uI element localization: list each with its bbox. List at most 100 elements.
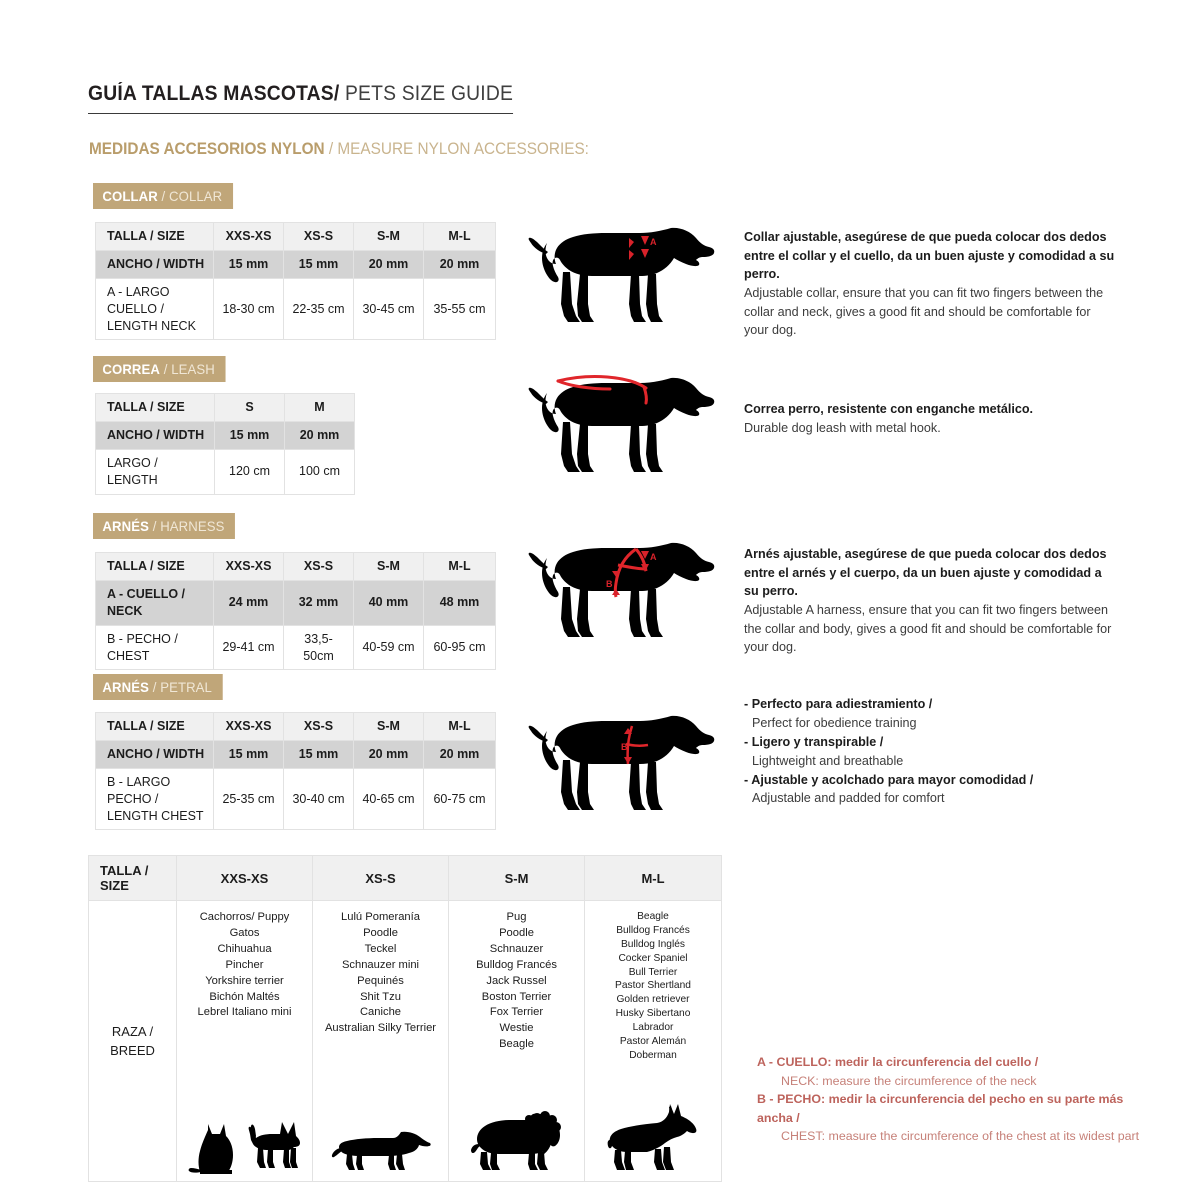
breed-name: Lebrel Italiano mini bbox=[197, 1006, 292, 1019]
breed-list-s-m: Pug Poodle Schnauzer Bulldog Francés Jac… bbox=[452, 910, 581, 1053]
table-header-row: TALLA / SIZE S M bbox=[95, 393, 355, 422]
legend-chest-es: B - PECHO: medir la circunferencia del p… bbox=[757, 1092, 1124, 1125]
breed-row-label-line2: BREED bbox=[110, 1043, 155, 1058]
badge-label-es: CORREA bbox=[102, 361, 161, 377]
table-header-row: TALLA / SIZE XXS-XS XS-S S-M M-L bbox=[95, 712, 496, 741]
breed-col-header-m-l: M-L bbox=[584, 855, 722, 901]
silhouette-cell-s-m bbox=[448, 1100, 585, 1182]
breed-name: Fox Terrier bbox=[489, 1006, 544, 1019]
leash-strap-marker bbox=[556, 375, 648, 405]
breed-name: Golden retriever bbox=[616, 994, 690, 1006]
dog-collar-silhouette: A bbox=[528, 212, 718, 332]
legend-neck-es: A - CUELLO: medir la circunferencia del … bbox=[757, 1055, 1039, 1069]
section-badge-leash: CORREA / LEASH bbox=[93, 356, 226, 382]
col-header-xs-s: XS-S bbox=[283, 222, 354, 251]
leash-description-en: Durable dog leash with metal hook. bbox=[744, 420, 941, 435]
cell-chest-m-l: 60-75 cm bbox=[423, 767, 496, 831]
list-item: - Perfecto para adiestramiento / Perfect… bbox=[744, 695, 1124, 733]
cell-width-xxs-xs: 15 mm bbox=[213, 249, 284, 279]
page-title-es: GUÍA TALLAS MASCOTAS/ bbox=[88, 82, 340, 105]
table-row: LARGO / LENGTH 120 cm 100 cm bbox=[95, 448, 355, 495]
breed-col-header-xs-s: XS-S bbox=[312, 855, 449, 901]
breed-name: Beagle bbox=[637, 911, 669, 922]
harness-description: Arnés ajustable, asegúrese de que pueda … bbox=[744, 545, 1116, 657]
badge-label-en: / LEASH bbox=[160, 361, 215, 377]
cat-silhouette bbox=[188, 1124, 233, 1174]
page-title: GUÍA TALLAS MASCOTAS/ PETS SIZE GUIDE bbox=[88, 82, 514, 114]
col-header-s-m: S-M bbox=[353, 712, 424, 741]
table-row: B - LARGO PECHO / LENGTH CHEST 25-35 cm … bbox=[95, 767, 496, 831]
schnauzer-silhouette bbox=[470, 1111, 561, 1170]
table-row: B - PECHO / CHEST 29-41 cm 33,5-50cm 40-… bbox=[95, 624, 496, 671]
cell-length-s: 120 cm bbox=[214, 448, 285, 495]
collar-description: Collar ajustable, asegúrese de que pueda… bbox=[744, 228, 1116, 340]
col-header-s: S bbox=[214, 393, 285, 422]
dog-petral-silhouette: B bbox=[528, 700, 718, 820]
collar-size-table: TALLA / SIZE XXS-XS XS-S S-M M-L ANCHO /… bbox=[95, 222, 496, 341]
row-label-chest: B - PECHO / CHEST bbox=[95, 624, 214, 671]
breed-name: Jack Russel bbox=[486, 974, 547, 987]
table-header-row: TALLA / SIZE XXS-XS XS-S S-M M-L bbox=[95, 552, 496, 581]
col-header-size: TALLA / SIZE bbox=[95, 222, 214, 251]
breed-name: Pincher bbox=[225, 958, 264, 971]
breed-row-label: RAZA / BREED bbox=[88, 900, 177, 1182]
cell-chest-xxs-xs: 29-41 cm bbox=[213, 624, 284, 671]
row-label-length-chest: B - LARGO PECHO / LENGTH CHEST bbox=[95, 767, 214, 831]
breed-name: Teckel bbox=[364, 942, 397, 955]
dachshund-silhouette bbox=[331, 1131, 431, 1170]
breed-table-row: RAZA / BREED Cachorros/ Puppy Gatos Chih… bbox=[88, 900, 722, 1182]
chihuahua-silhouette bbox=[248, 1122, 300, 1168]
cell-width-s-m: 20 mm bbox=[353, 249, 424, 279]
breed-list-xs-s: Lulú Pomeranía Poodle Teckel Schnauzer m… bbox=[316, 910, 445, 1037]
cell-chest-m-l: 60-95 cm bbox=[423, 624, 496, 671]
col-header-xxs-xs: XXS-XS bbox=[213, 552, 284, 581]
harness-description-es: Arnés ajustable, asegúrese de que pueda … bbox=[744, 547, 1107, 599]
legend-chest-en: CHEST: measure the circumference of the … bbox=[781, 1129, 1140, 1144]
breed-silhouette-row bbox=[89, 1100, 722, 1182]
col-header-xs-s: XS-S bbox=[283, 712, 354, 741]
cell-chest-xs-s: 30-40 cm bbox=[283, 767, 354, 831]
leash-description: Correa perro, resistente con enganche me… bbox=[744, 400, 1116, 437]
row-label-length: LARGO / LENGTH bbox=[95, 448, 215, 495]
petral-benefits-list: - Perfecto para adiestramiento / Perfect… bbox=[744, 695, 1124, 808]
cell-chest-s-m: 40-59 cm bbox=[353, 624, 424, 671]
subtitle: MEDIDAS ACCESORIOS NYLON / MEASURE NYLON… bbox=[89, 140, 589, 159]
breed-cell-xs-s: Lulú Pomeranía Poodle Teckel Schnauzer m… bbox=[312, 900, 449, 1100]
subtitle-es: MEDIDAS ACCESORIOS NYLON bbox=[89, 140, 325, 158]
col-header-m-l: M-L bbox=[423, 222, 496, 251]
col-header-xxs-xs: XXS-XS bbox=[213, 222, 284, 251]
harness-description-en: Adjustable A harness, ensure that you ca… bbox=[744, 602, 1112, 655]
cell-neck-xs-s: 22-35 cm bbox=[283, 277, 354, 341]
breed-name: Boston Terrier bbox=[481, 990, 552, 1003]
table-row: A - LARGO CUELLO / LENGTH NECK 18-30 cm … bbox=[95, 277, 496, 341]
badge-label-en: / PETRAL bbox=[148, 679, 212, 695]
petral-size-table: TALLA / SIZE XXS-XS XS-S S-M M-L ANCHO /… bbox=[95, 712, 496, 831]
breed-name: Bulldog Francés bbox=[476, 958, 557, 971]
table-row: ANCHO / WIDTH 15 mm 20 mm bbox=[95, 420, 355, 450]
collar-measure-marker: A bbox=[629, 236, 657, 260]
breed-name: Pug bbox=[506, 911, 527, 923]
breed-cell-m-l: Beagle Bulldog Francés Bulldog Inglés Co… bbox=[584, 900, 722, 1100]
table-row: ANCHO / WIDTH 15 mm 15 mm 20 mm 20 mm bbox=[95, 739, 496, 769]
svg-text:A: A bbox=[650, 237, 657, 247]
col-header-m-l: M-L bbox=[423, 712, 496, 741]
breed-name: Lulú Pomeranía bbox=[341, 911, 420, 923]
cell-width-xxs-xs: 15 mm bbox=[213, 739, 284, 769]
breed-name: Yorkshire terrier bbox=[205, 974, 284, 987]
col-header-size: TALLA / SIZE bbox=[95, 393, 215, 422]
cell-width-s: 15 mm bbox=[214, 420, 285, 450]
breed-name: Bichón Maltés bbox=[209, 990, 280, 1003]
subtitle-en: / MEASURE NYLON ACCESSORIES: bbox=[324, 140, 589, 158]
bullet-en: Lightweight and breathable bbox=[752, 753, 904, 768]
doberman-silhouette bbox=[607, 1104, 697, 1170]
silhouette-cell-xxs-xs bbox=[176, 1100, 313, 1182]
badge-label-en: / HARNESS bbox=[148, 518, 225, 534]
breed-name: Pequinés bbox=[357, 974, 404, 987]
breed-cell-s-m: Pug Poodle Schnauzer Bulldog Francés Jac… bbox=[448, 900, 585, 1100]
breed-name: Chihuahua bbox=[217, 942, 272, 955]
row-label-length-neck: A - LARGO CUELLO / LENGTH NECK bbox=[95, 277, 214, 341]
bullet-es: - Ajustable y acolchado para mayor comod… bbox=[744, 772, 1034, 787]
breed-name: Schnauzer bbox=[489, 942, 544, 955]
legend-neck-en: NECK: measure the circumference of the n… bbox=[781, 1073, 1037, 1088]
breed-name: Labrador bbox=[632, 1022, 674, 1033]
